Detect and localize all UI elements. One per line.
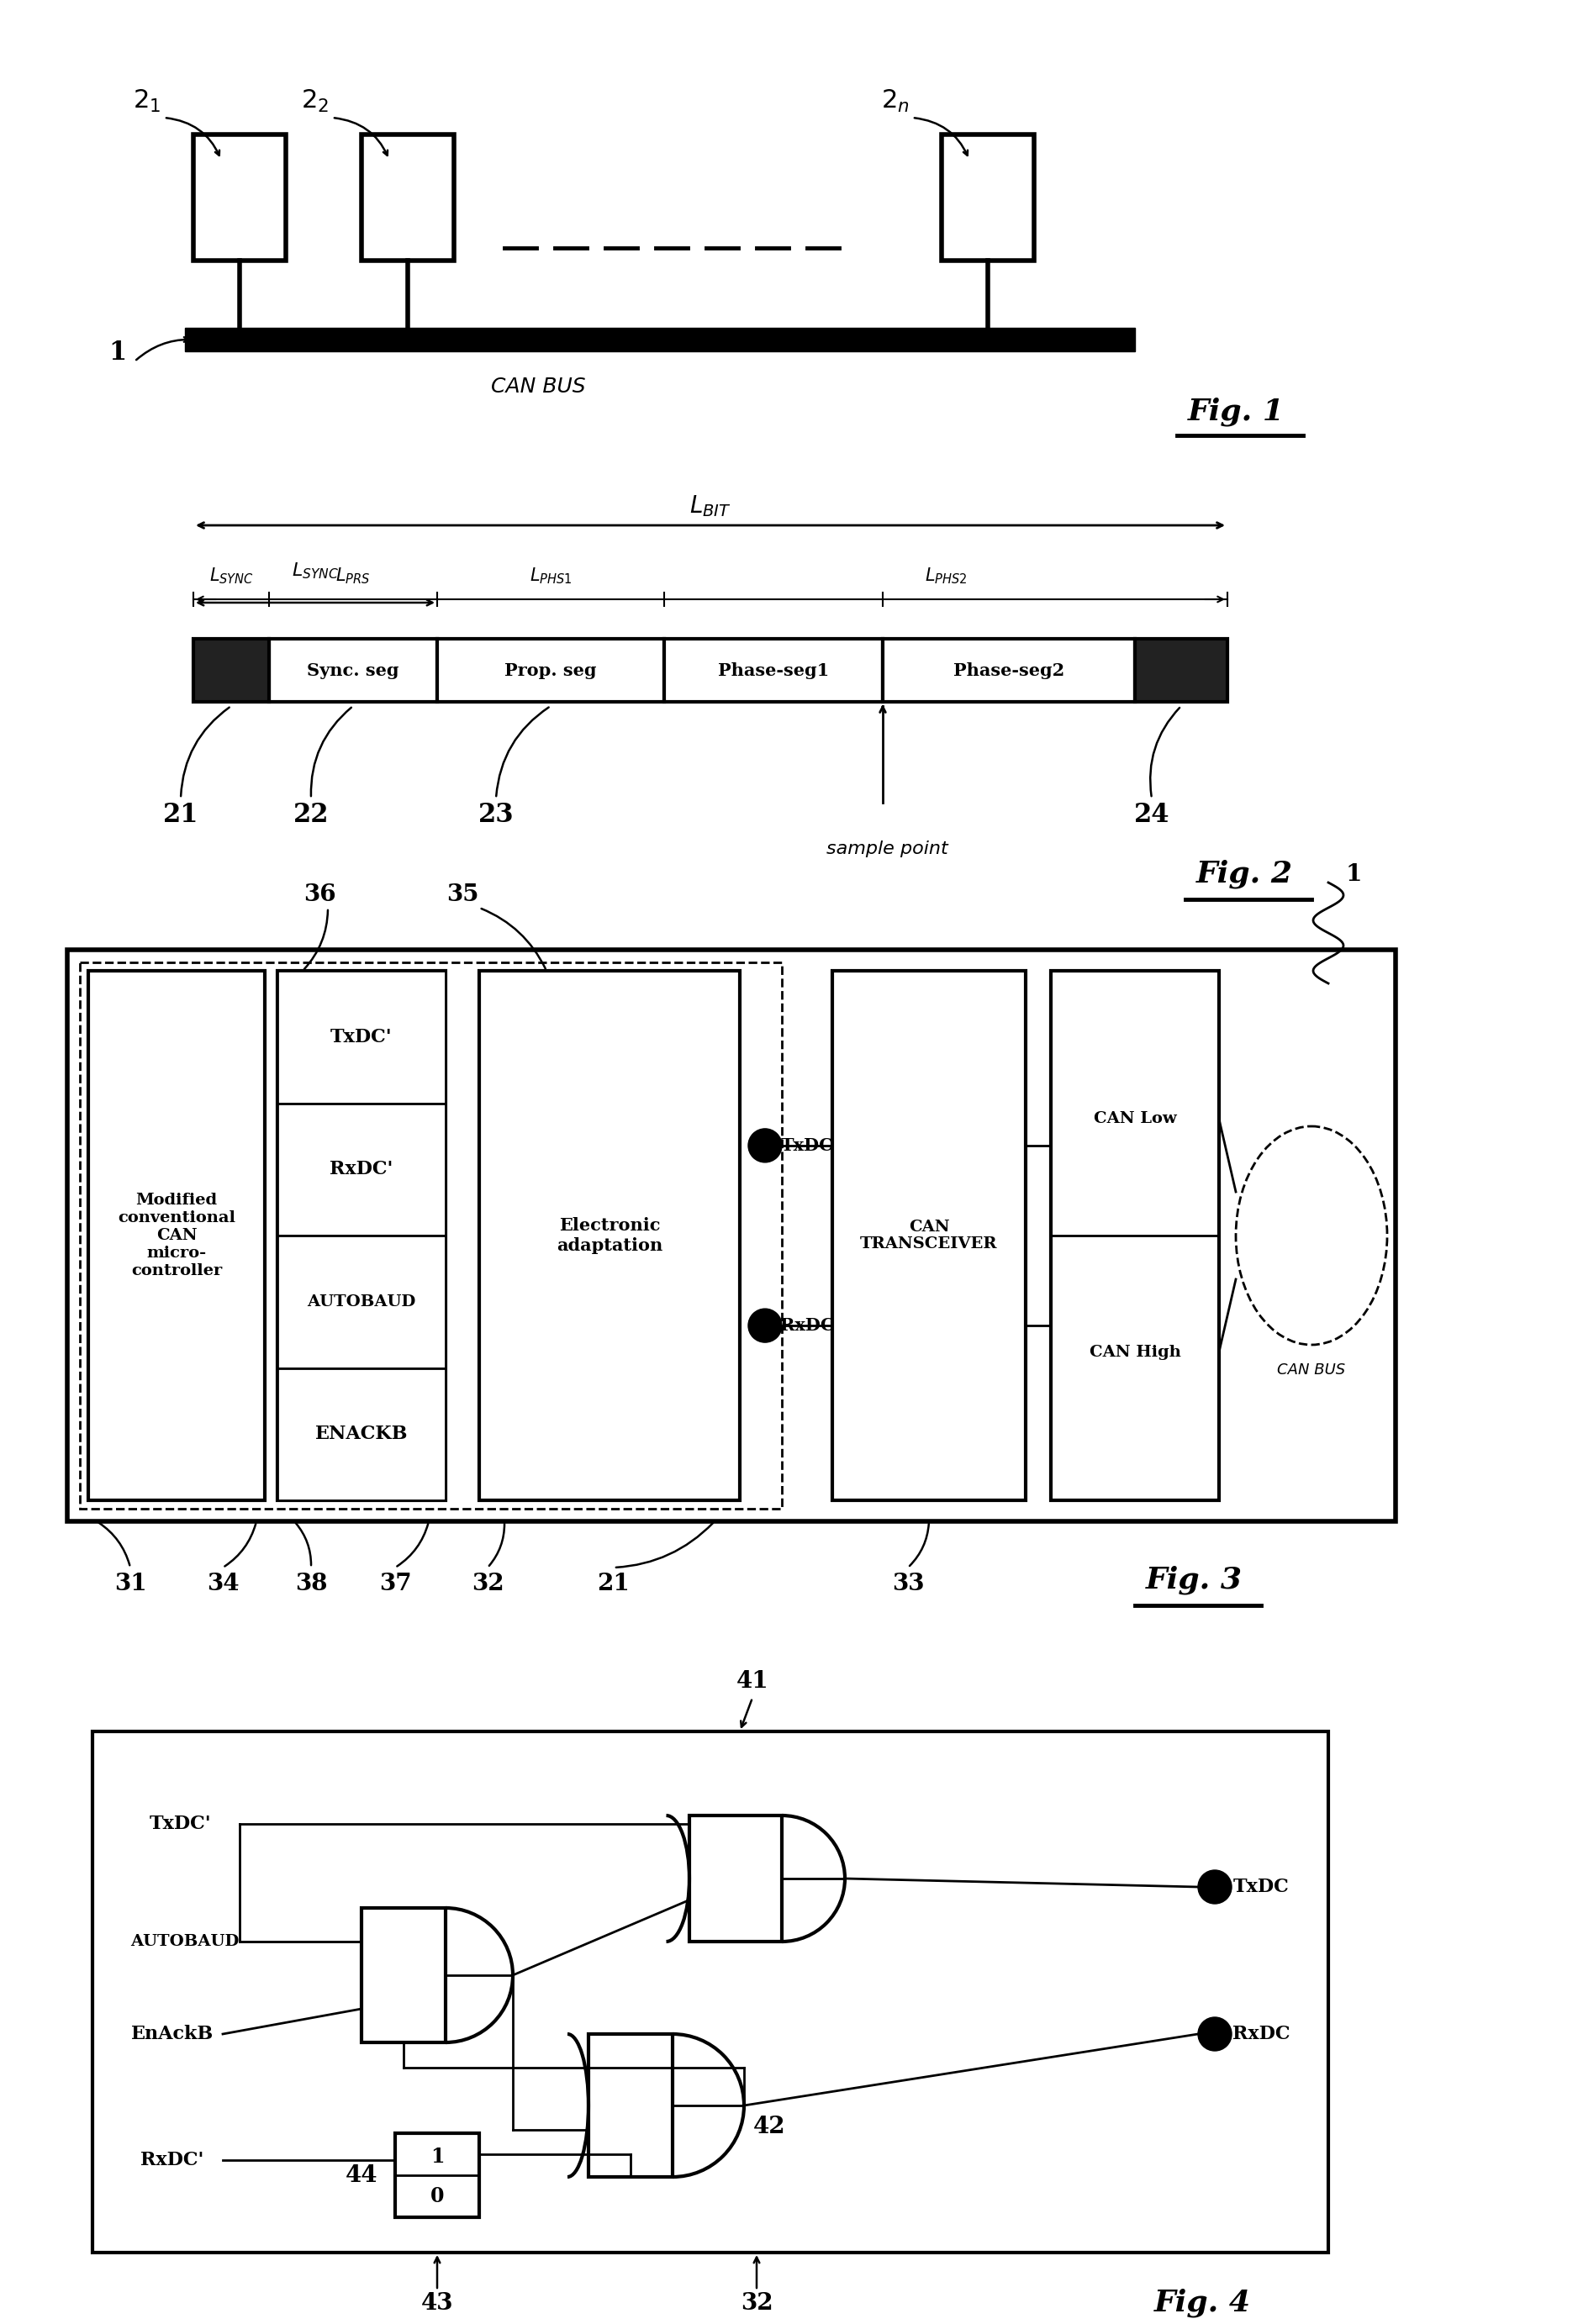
Text: Fig. 2: Fig. 2 [1196,860,1292,888]
Text: CAN Low: CAN Low [1094,1111,1177,1127]
Text: RxDC': RxDC' [330,1160,393,1178]
Text: ENACKB: ENACKB [316,1425,409,1443]
Ellipse shape [1236,1127,1387,1346]
Bar [194,135,286,260]
Bar [80,962,781,1508]
Text: TxDC': TxDC' [330,1027,393,1046]
Text: 41: 41 [737,1669,768,1692]
Text: 1: 1 [431,2147,443,2166]
Text: $L_{PHS2}$: $L_{PHS2}$ [925,565,967,586]
Text: $L_{PRS}$: $L_{PRS}$ [336,565,371,586]
Text: CAN BUS: CAN BUS [491,376,585,397]
Bar [88,971,265,1501]
Text: Modified
conventional
CAN
micro-
controller: Modified conventional CAN micro- control… [118,1192,235,1278]
Bar [832,971,1026,1501]
Text: Fig. 1: Fig. 1 [1188,397,1284,425]
Text: EnAckB: EnAckB [131,2024,213,2043]
Text: CAN BUS: CAN BUS [1278,1362,1346,1378]
Circle shape [748,1129,781,1162]
Text: 1: 1 [1346,862,1362,885]
Text: 23: 23 [478,802,514,827]
Text: TxDC': TxDC' [150,1815,211,1834]
Text: 38: 38 [295,1573,327,1597]
Text: CAN High: CAN High [1089,1346,1180,1360]
Text: Electronic
adaptation: Electronic adaptation [557,1218,663,1253]
Text: CAN
TRANSCEIVER: CAN TRANSCEIVER [860,1220,997,1253]
Bar [361,1908,445,2043]
Text: AUTOBAUD: AUTOBAUD [308,1294,417,1308]
Bar [194,639,268,702]
Text: Phase-seg2: Phase-seg2 [953,662,1065,679]
Text: TxDC: TxDC [781,1136,833,1155]
Text: 24: 24 [1135,802,1169,827]
Text: Prop. seg: Prop. seg [505,662,596,679]
Text: 35: 35 [447,883,478,906]
Text: $2_1$: $2_1$ [133,88,161,114]
Text: Fig. 3: Fig. 3 [1146,1566,1242,1594]
Text: RxDC: RxDC [1232,2024,1289,2043]
Text: 21: 21 [163,802,199,827]
Bar [361,135,454,260]
Text: $L_{SYNC}$: $L_{SYNC}$ [208,565,254,586]
Bar [664,639,882,702]
Bar [93,1731,1329,2252]
Text: TxDC: TxDC [1232,1878,1289,1896]
Bar [185,328,1135,351]
Text: Fig. 4: Fig. 4 [1154,2289,1250,2317]
Text: RxDC': RxDC' [140,2150,204,2168]
Text: 33: 33 [892,1573,925,1597]
Text: 32: 32 [740,2291,773,2315]
Bar [268,639,437,702]
Text: RxDC: RxDC [780,1318,835,1334]
Bar [278,971,445,1501]
Text: sample point: sample point [827,841,948,858]
Bar [1135,639,1228,702]
Text: 37: 37 [379,1573,412,1597]
Bar [394,2133,480,2217]
Text: 1: 1 [109,339,126,367]
Bar [690,1815,781,1941]
Text: 31: 31 [114,1573,147,1597]
Text: AUTOBAUD: AUTOBAUD [131,1934,240,1950]
Bar [942,135,1034,260]
Text: $2_n$: $2_n$ [881,88,909,114]
Bar [278,1369,445,1501]
Text: $L_{SYNC}$: $L_{SYNC}$ [292,560,339,581]
Bar [480,971,740,1501]
Bar [68,951,1395,1522]
Text: 34: 34 [207,1573,238,1597]
Bar [589,2034,672,2178]
Circle shape [1198,1871,1232,1903]
Bar [278,971,445,1104]
Text: $2_2$: $2_2$ [301,88,330,114]
Text: Sync. seg: Sync. seg [308,662,399,679]
Text: 0: 0 [431,2187,443,2205]
Text: Phase-seg1: Phase-seg1 [718,662,828,679]
Bar [1051,971,1220,1501]
Circle shape [1198,2017,1232,2050]
Text: $L_{PHS1}$: $L_{PHS1}$ [529,565,571,586]
Text: 22: 22 [294,802,328,827]
Circle shape [748,1308,781,1343]
Text: $L_{BIT}$: $L_{BIT}$ [690,493,731,518]
Text: 42: 42 [753,2115,786,2138]
Text: 43: 43 [421,2291,453,2315]
Bar [882,639,1135,702]
Text: 44: 44 [346,2164,377,2187]
Bar [278,1236,445,1369]
Text: 21: 21 [598,1573,630,1597]
Bar [278,1104,445,1236]
Text: 36: 36 [303,883,336,906]
Bar [437,639,664,702]
Text: 32: 32 [472,1573,503,1597]
